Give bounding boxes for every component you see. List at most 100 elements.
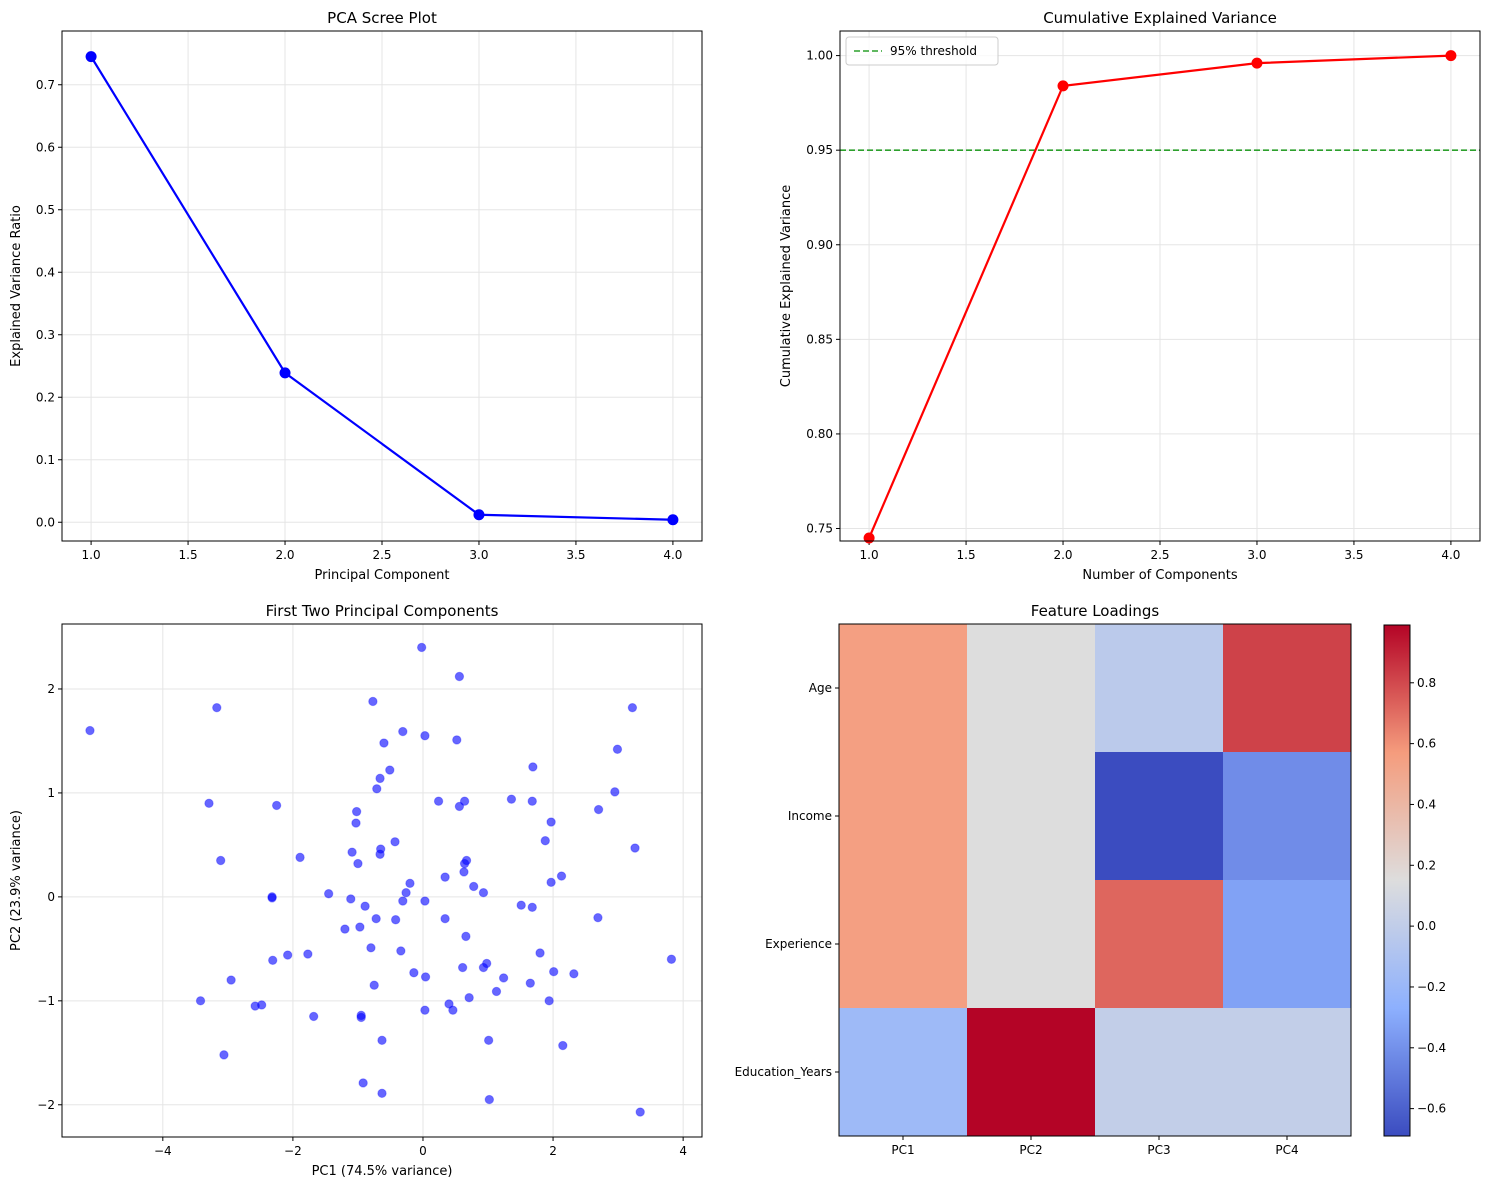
scatter-point: [346, 894, 356, 904]
scatter-point: [390, 915, 401, 925]
y-tick-label: 0.95: [806, 143, 833, 157]
scatter-point: [420, 972, 431, 982]
scatter-point: [379, 738, 389, 748]
y-axis-label: Explained Variance Ratio: [9, 205, 24, 367]
legend: 95% threshold: [845, 36, 999, 66]
row-label: Age: [809, 681, 832, 695]
x-tick-label: −4: [154, 1144, 172, 1158]
scatter-point: [355, 922, 365, 932]
scatter-point: [459, 796, 470, 806]
scatter-point: [464, 993, 474, 1003]
scatter-point: [491, 986, 502, 997]
scatter-point: [282, 950, 293, 960]
x-tick-label: 3.5: [566, 548, 585, 562]
scatter-point: [372, 784, 382, 794]
chart-title: First Two Principal Components: [266, 602, 499, 620]
column-label: PC3: [1147, 1143, 1170, 1157]
scatter-point: [371, 914, 381, 924]
x-tick-label: −2: [284, 1144, 302, 1158]
y-tick-label: −2: [37, 1098, 55, 1112]
heatmap-cell: [967, 752, 1096, 881]
y-tick-label: −1: [37, 994, 55, 1008]
x-tick-label: 3.5: [1344, 548, 1363, 562]
y-tick-label: 2: [47, 682, 55, 696]
x-tick-label: 1.0: [860, 548, 879, 562]
x-tick-label: 2: [549, 1144, 557, 1158]
scatter-point: [627, 702, 638, 713]
scatter-point: [454, 801, 465, 812]
scatter-point: [204, 798, 214, 809]
y-tick-label: 0.7: [36, 78, 55, 92]
scatter-point: [527, 902, 537, 912]
heatmap-cell: [839, 880, 968, 1009]
scatter-point: [525, 978, 535, 988]
x-tick-label: 0: [419, 1144, 427, 1158]
scatter-point: [478, 888, 489, 898]
heatmap-cell: [1095, 880, 1224, 1009]
scatter-point: [256, 1000, 267, 1010]
scatter-point: [375, 773, 385, 784]
scatter-point: [528, 762, 538, 772]
data-point: [279, 367, 291, 379]
x-axis-label: PC1 (74.5% variance): [312, 1164, 453, 1179]
subplot-3: −4 −2 0 2 4 −2 −1 0 1 2 First Two Principal Compon…: [9, 602, 703, 1179]
scatter-point: [452, 735, 462, 745]
scatter-point: [546, 877, 556, 888]
heatmap-cell: [839, 1008, 968, 1137]
scatter-point: [484, 1094, 495, 1105]
scatter-point: [527, 796, 537, 806]
scatter-point: [569, 969, 579, 979]
scatter-point: [351, 818, 361, 828]
y-tick-label: 0.2: [36, 390, 55, 404]
scatter-point: [295, 852, 305, 863]
scatter-point: [483, 1035, 494, 1046]
colorbar-tick-label: 0.8: [1417, 676, 1436, 690]
y-tick-label: 0.1: [36, 453, 55, 467]
scatter-point: [226, 975, 236, 985]
scatter-point: [398, 896, 408, 906]
scatter-point: [469, 881, 479, 892]
axes-frame: [61, 30, 703, 542]
row-label: Experience: [765, 937, 832, 951]
data-point: [1057, 80, 1069, 92]
scatter-point: [353, 858, 363, 869]
x-tick-label: 1.5: [957, 548, 976, 562]
scatter-point: [271, 800, 282, 811]
subplot-4: PC1 PC2 PC3 PC4 Age Income Experience Education…: [735, 602, 1447, 1157]
data-point: [1251, 57, 1263, 69]
subplot-2: 1.0 1.5 2.0 2.5 3.0 3.5 4.0 0.75 0.80 0.85 0.90 0.9…: [779, 9, 1481, 583]
data-point: [667, 514, 679, 526]
scatter-point: [351, 806, 362, 817]
colorbar-tick-label: −0.2: [1417, 980, 1446, 994]
scatter-point: [546, 817, 556, 827]
y-tick-label: 0: [47, 890, 55, 904]
scatter-point: [267, 893, 277, 903]
x-tick-label: 1.0: [82, 548, 101, 562]
colorbar: −0.6 −0.4 −0.2 0.0 0.2 0.4 0.6 0.8: [1383, 624, 1446, 1137]
data-point: [863, 532, 875, 544]
x-axis-label: Principal Component: [314, 568, 449, 583]
series-line: [90, 56, 673, 521]
legend-label: 95% threshold: [890, 44, 977, 58]
scatter-point: [444, 999, 454, 1009]
scatter-point: [459, 867, 469, 877]
scatter-point: [409, 968, 419, 978]
scatter-point: [666, 954, 677, 964]
scatter-point: [448, 1005, 458, 1015]
y-tick-label: 0.75: [806, 522, 833, 536]
scatter-point: [433, 796, 444, 806]
scatter-point: [323, 889, 334, 899]
axes-frame: [838, 623, 1352, 1137]
scatter-point: [593, 804, 604, 815]
row-label: Income: [788, 809, 832, 823]
scatter-point: [516, 900, 526, 910]
chart-title: Feature Loadings: [1031, 602, 1160, 620]
scatter-point: [459, 858, 470, 869]
scatter-point: [478, 962, 489, 973]
heatmap-cell: [1223, 880, 1352, 1009]
x-axis-label: Number of Components: [1082, 568, 1237, 583]
scatter-point: [420, 1005, 430, 1015]
scatter-point: [215, 855, 226, 866]
heatmap-cell: [1223, 624, 1352, 753]
